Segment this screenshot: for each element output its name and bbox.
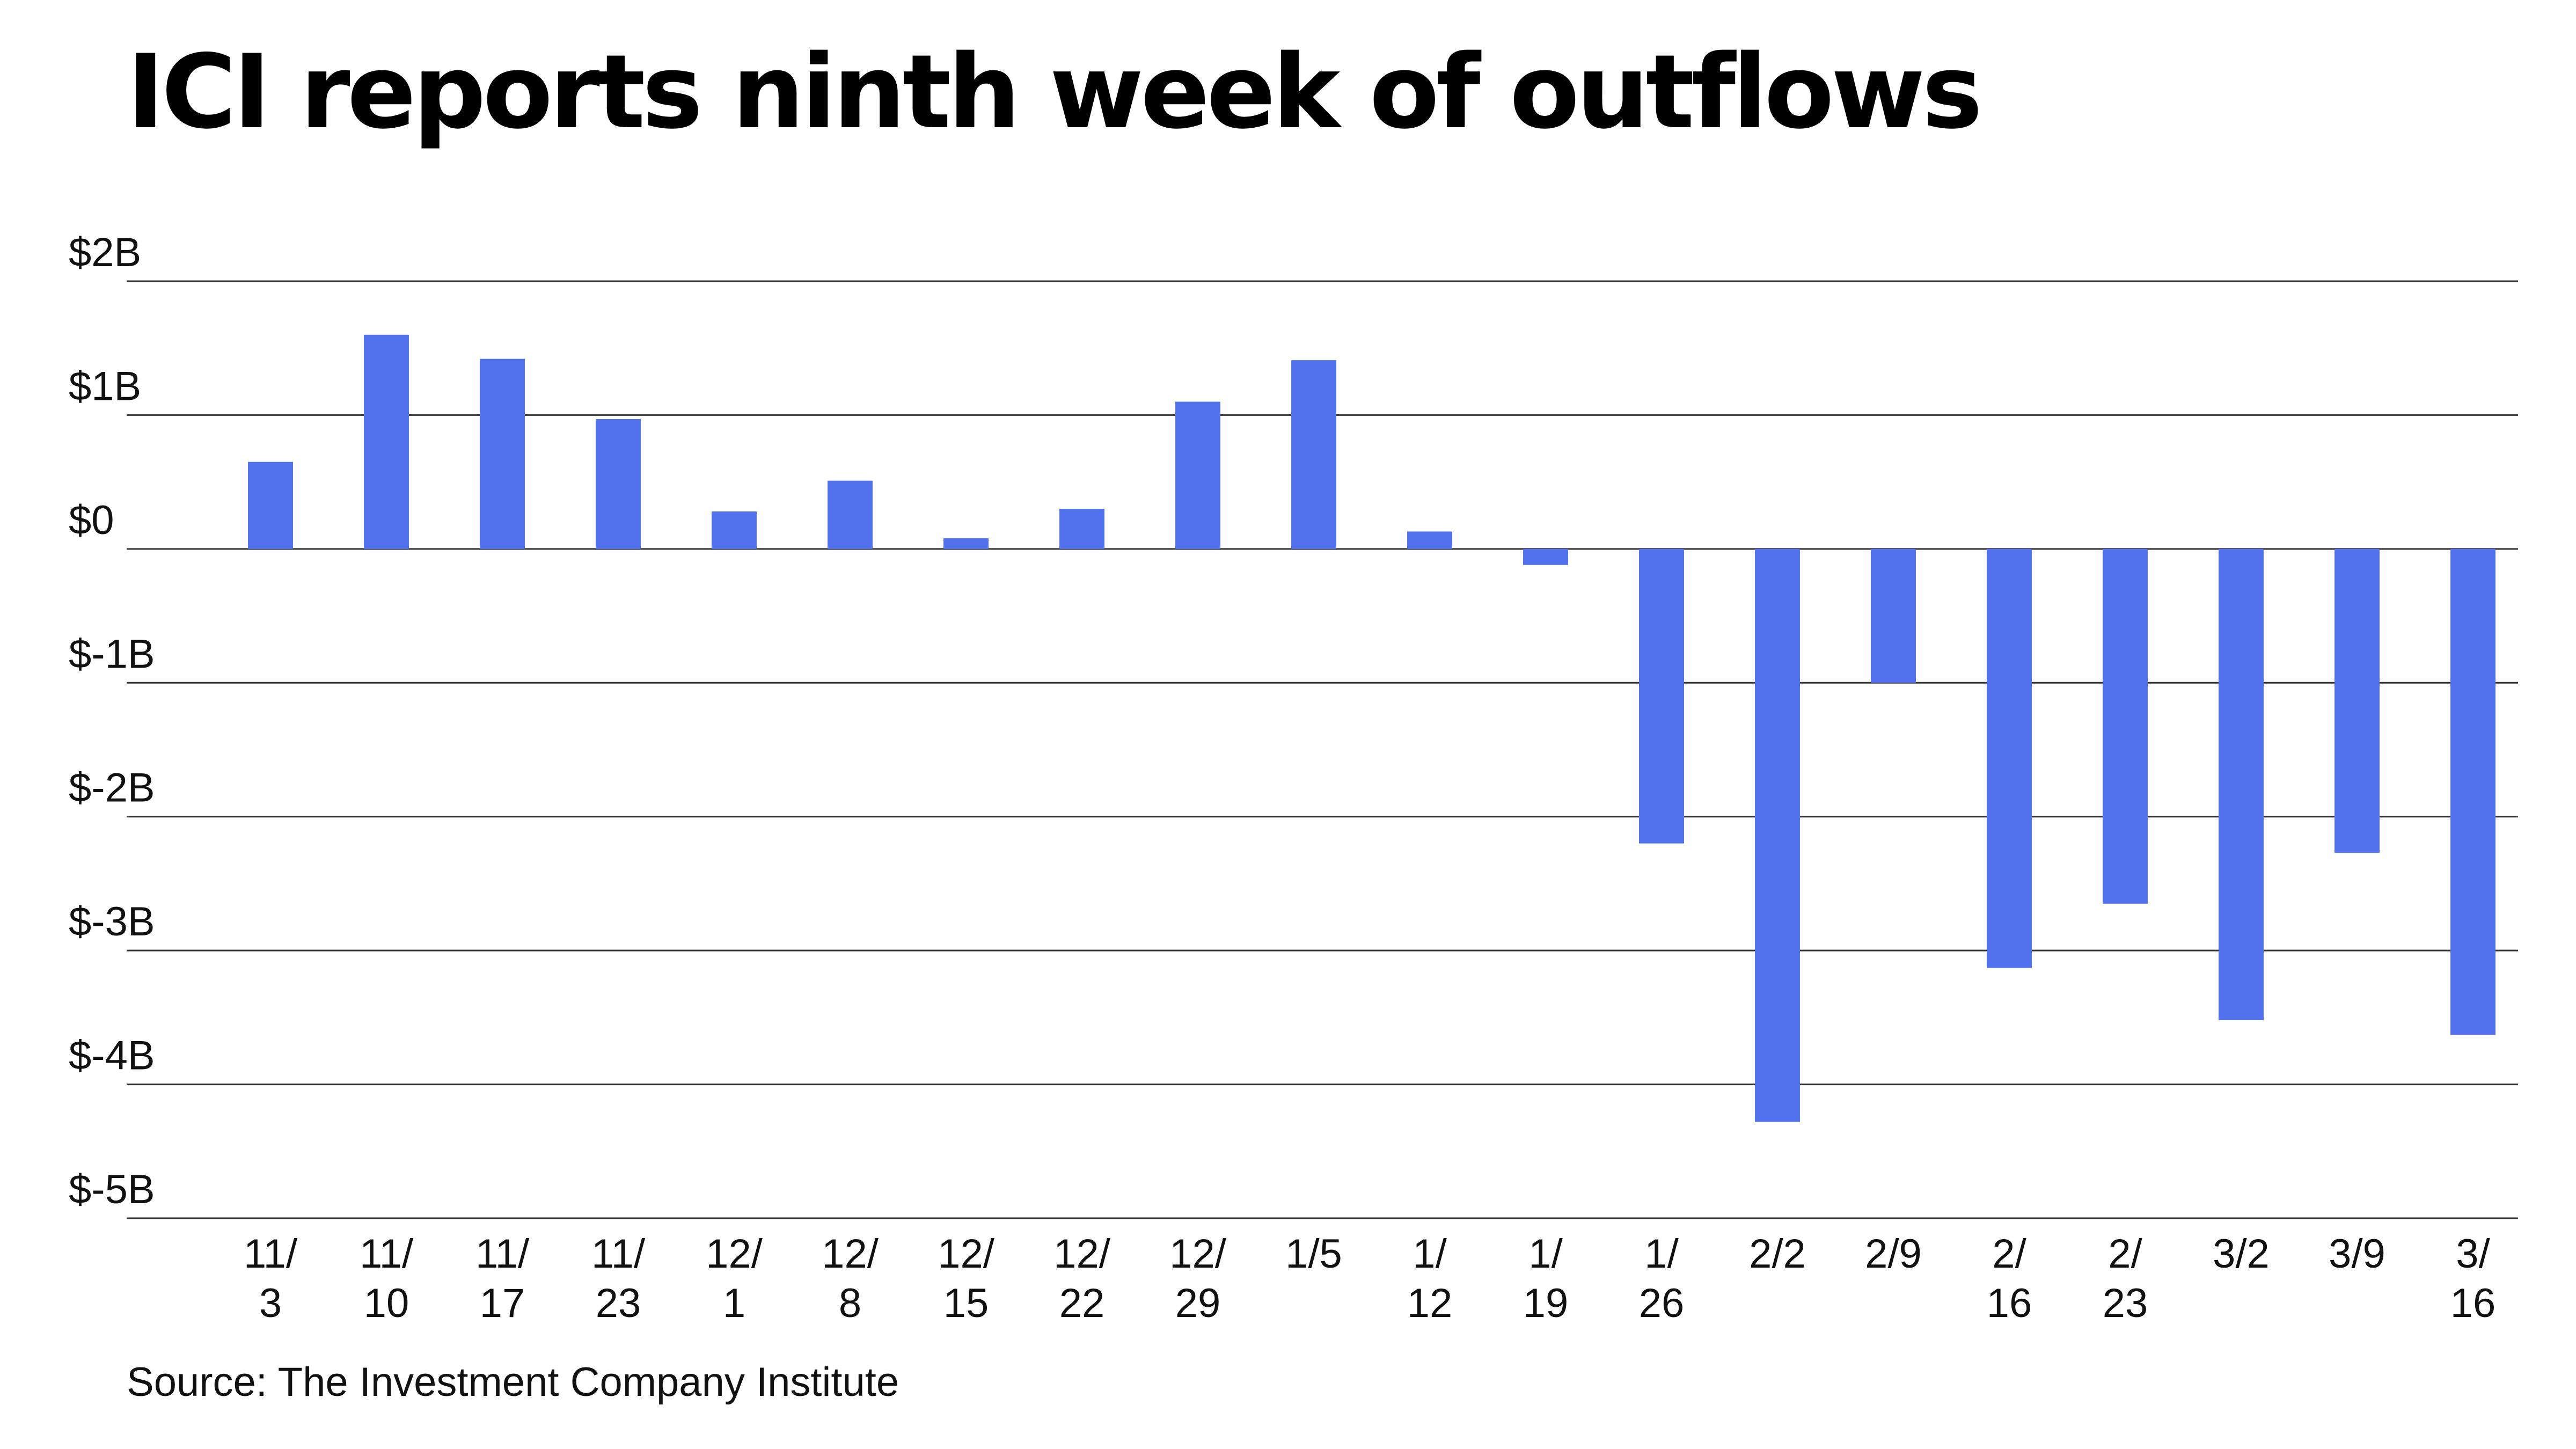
bar-12-15 [943,538,989,549]
bar-12-29 [1175,401,1220,549]
x-tick-label: 12/15 [938,1231,995,1326]
y-tick-label: $-1B [69,631,155,677]
x-axis-tick-labels: 11/311/1011/1711/2312/112/812/1512/2212/… [244,1231,2496,1326]
x-tick-label-line: 26 [1639,1280,1685,1326]
bar-1-5 [1291,360,1336,549]
x-tick-label: 2/2 [1749,1231,1806,1277]
y-tick-label: $-5B [69,1167,155,1212]
x-tick-label-line: 22 [1059,1280,1105,1326]
x-tick-label: 11/3 [244,1231,298,1326]
bar-2-16 [1987,548,2032,968]
bar-11-23 [596,419,641,549]
x-tick-label-line: 12/ [1053,1231,1111,1277]
bar-12-22 [1059,509,1104,549]
x-tick-label: 11/23 [591,1231,646,1326]
bar-1-12 [1407,531,1452,549]
x-tick-label: 11/17 [475,1231,530,1326]
x-tick-label-line: 10 [364,1280,409,1326]
x-tick-label: 12/22 [1053,1231,1111,1326]
x-tick-label-line: 12/ [1169,1231,1227,1277]
x-tick-label-line: 29 [1175,1280,1221,1326]
bar-11-10 [364,334,409,549]
bar-3-2 [2219,548,2264,1020]
x-tick-label: 3/9 [2329,1231,2385,1277]
bar-3-16 [2450,548,2496,1035]
x-tick-label-line: 16 [2450,1280,2496,1326]
bar-12-1 [712,511,757,549]
y-tick-label: $2B [69,230,141,275]
y-tick-label: $0 [69,497,114,543]
x-tick-label: 1/26 [1639,1231,1685,1326]
x-tick-label: 12/1 [706,1231,763,1326]
x-tick-label-line: 11/ [360,1231,414,1277]
x-tick-label-line: 3/2 [2213,1231,2270,1277]
x-tick-label-line: 12 [1407,1280,1453,1326]
x-tick-label-line: 2/ [1992,1231,2026,1277]
x-tick-label-line: 1/ [1528,1231,1563,1277]
x-tick-label: 1/5 [1285,1231,1342,1277]
x-tick-label-line: 3/ [2456,1231,2490,1277]
x-tick-label-line: 11/ [475,1231,530,1277]
bars [248,334,2496,1122]
y-tick-label: $-2B [69,765,155,811]
x-tick-label: 1/19 [1523,1231,1569,1326]
x-tick-label-line: 3 [259,1280,282,1326]
x-tick-label-line: 1 [723,1280,745,1326]
x-tick-label-line: 8 [839,1280,861,1326]
bar-1-26 [1639,548,1684,844]
bar-3-9 [2334,548,2380,853]
chart-title: ICI reports ninth week of outflows [127,33,1982,151]
x-tick-label: 1/12 [1407,1231,1453,1326]
x-tick-label: 3/16 [2450,1231,2496,1326]
y-tick-label: $1B [69,363,141,409]
x-tick-label-line: 2/ [2108,1231,2142,1277]
bar-11-17 [480,358,525,549]
bar-12-8 [828,480,873,549]
x-tick-label-line: 11/ [244,1231,298,1277]
x-tick-label-line: 15 [943,1280,989,1326]
y-tick-label: $-4B [69,1033,155,1079]
y-tick-label: $-3B [69,899,155,945]
x-tick-label-line: 12/ [938,1231,995,1277]
chart-source: Source: The Investment Company Institute [127,1359,899,1405]
x-tick-label-line: 1/ [1644,1231,1679,1277]
x-tick-label-line: 16 [1987,1280,2032,1326]
x-tick-label: 11/10 [360,1231,414,1326]
y-axis-tick-labels: $2B $1B $0 $-1B $-2B $-3B $-4B $-5B [69,230,155,1212]
x-tick-label: 2/9 [1865,1231,1922,1277]
bar-2-23 [2103,548,2148,904]
x-tick-label-line: 23 [596,1280,641,1326]
x-tick-label-line: 17 [480,1280,525,1326]
bar-11-3 [248,462,293,549]
x-tick-label-line: 11/ [591,1231,646,1277]
x-tick-label-line: 1/ [1413,1231,1447,1277]
x-tick-label: 2/16 [1987,1231,2032,1326]
x-tick-label: 12/29 [1169,1231,1227,1326]
x-tick-label-line: 23 [2103,1280,2148,1326]
x-tick-label: 2/23 [2103,1231,2148,1326]
x-tick-label-line: 12/ [706,1231,763,1277]
x-tick-label-line: 12/ [822,1231,879,1277]
x-tick-label-line: 3/9 [2329,1231,2385,1277]
x-tick-label: 3/2 [2213,1231,2270,1277]
bar-1-19 [1523,548,1568,565]
x-tick-label-line: 2/2 [1749,1231,1806,1277]
bar-2-9 [1871,548,1916,683]
x-tick-label-line: 2/9 [1865,1231,1922,1277]
bar-2-2 [1755,548,1800,1122]
x-tick-label: 12/8 [822,1231,879,1326]
x-tick-label-line: 1/5 [1285,1231,1342,1277]
x-tick-label-line: 19 [1523,1280,1569,1326]
